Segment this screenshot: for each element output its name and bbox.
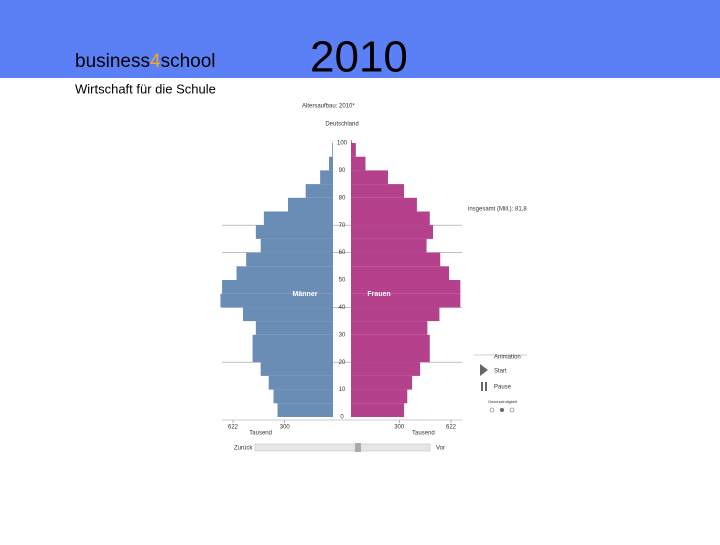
bar <box>329 157 333 171</box>
bar <box>261 239 333 253</box>
bar <box>351 403 404 417</box>
bar <box>246 253 333 267</box>
bar <box>256 321 333 335</box>
slider-thumb[interactable] <box>355 443 361 452</box>
y-tick-label: 50 <box>339 278 346 284</box>
total-label: insgesamt (Mill.): 81,8 <box>468 207 527 213</box>
brand-num: 4 <box>150 51 161 72</box>
y-tick-label: 80 <box>339 195 346 201</box>
series-label: Männer <box>293 291 318 298</box>
y-tick-label: 10 <box>339 387 346 393</box>
bar <box>351 225 433 239</box>
bar <box>351 239 427 253</box>
bar <box>351 307 439 321</box>
bar <box>306 184 333 198</box>
x-axis-label: Tausend <box>249 431 272 437</box>
bar <box>332 143 333 157</box>
bar <box>351 170 388 184</box>
bar <box>351 184 404 198</box>
bar <box>264 212 333 226</box>
bar <box>351 362 420 376</box>
bar <box>351 157 365 171</box>
bar <box>351 212 430 226</box>
x-axis-label: Tausend <box>412 431 435 437</box>
bar <box>351 376 412 390</box>
speed-option[interactable] <box>500 408 504 412</box>
brand-post: school <box>161 51 216 72</box>
year: 2010 <box>310 33 408 82</box>
bar <box>253 335 333 349</box>
bar <box>261 362 333 376</box>
chart-title: Altersaufbau: 2010* <box>302 104 355 110</box>
bar <box>288 198 333 212</box>
y-tick-label: 20 <box>339 360 346 366</box>
bar <box>351 335 430 349</box>
y-tick-label: 100 <box>337 141 348 147</box>
y-tick-label: 30 <box>339 332 346 338</box>
bar <box>320 170 333 184</box>
bar <box>274 390 333 404</box>
bar <box>278 403 333 417</box>
speed-label: Geschwindigkeit <box>488 399 518 404</box>
bar <box>351 198 417 212</box>
x-tick-label: 622 <box>228 425 239 431</box>
chart-subtitle: Deutschland <box>325 122 358 128</box>
y-tick-label: 40 <box>339 305 346 311</box>
series-label: Frauen <box>367 291 390 298</box>
pause-label[interactable]: Pause <box>494 385 512 391</box>
brand: business4school <box>75 51 216 72</box>
animation-label: Animation <box>494 355 521 361</box>
x-tick-label: 300 <box>394 425 405 431</box>
bar <box>269 376 333 390</box>
bar <box>253 349 333 363</box>
bar <box>351 140 352 143</box>
y-tick-label: 60 <box>339 250 346 256</box>
bar <box>351 390 407 404</box>
x-tick-label: 300 <box>280 425 291 431</box>
y-tick-label: 70 <box>339 223 346 229</box>
pause-icon[interactable] <box>485 382 487 391</box>
back-label[interactable]: Zurück <box>234 446 253 452</box>
pause-icon[interactable] <box>481 382 483 391</box>
forward-label[interactable]: Vor <box>436 446 445 452</box>
bar <box>351 321 427 335</box>
bar <box>351 266 449 280</box>
bar <box>351 253 440 267</box>
bar <box>243 307 333 321</box>
brand-pre: business <box>75 51 150 72</box>
bar <box>351 143 356 157</box>
start-label[interactable]: Start <box>494 369 507 375</box>
x-tick-label: 622 <box>446 425 457 431</box>
y-tick-label: 90 <box>339 168 346 174</box>
bar <box>256 225 333 239</box>
slider[interactable] <box>255 444 430 451</box>
bar <box>237 266 333 280</box>
tagline: Wirtschaft für die Schule <box>75 81 216 96</box>
bar <box>351 349 430 363</box>
